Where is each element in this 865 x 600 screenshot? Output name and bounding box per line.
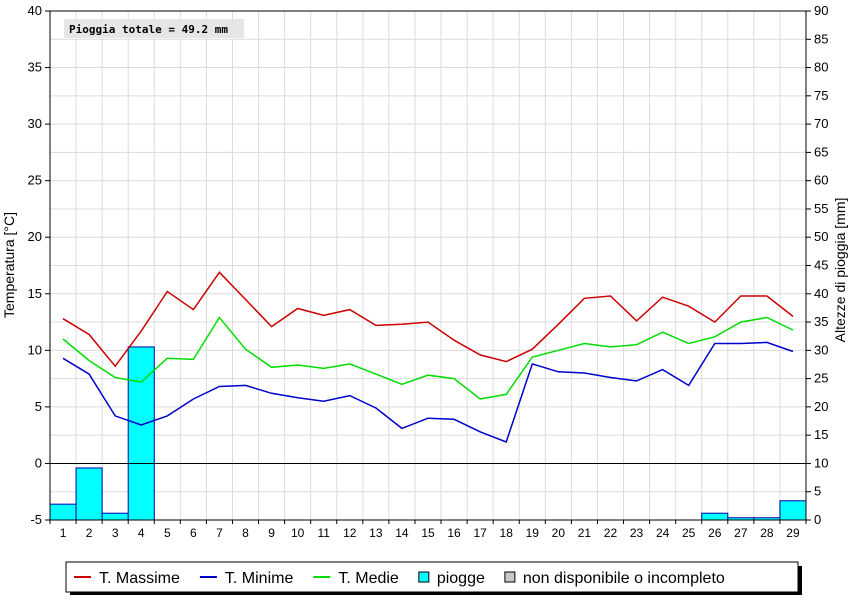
rain-bar bbox=[701, 512, 729, 521]
x-tick-label: 22 bbox=[604, 526, 618, 540]
x-tick-label: 2 bbox=[86, 526, 93, 540]
rain-bar bbox=[49, 503, 77, 521]
legend-swatch-piogge bbox=[418, 571, 430, 583]
right-tick-label: 5 bbox=[814, 484, 821, 499]
right-tick-label: 75 bbox=[814, 88, 828, 103]
y-axis-label-left: Temperatura [°C] bbox=[1, 212, 17, 318]
right-tick-label: 45 bbox=[814, 258, 828, 273]
left-tick-label: 30 bbox=[28, 116, 42, 131]
rain-bars bbox=[49, 346, 807, 521]
legend-label-t-medie: T. Medie bbox=[338, 570, 399, 587]
legend-label-piogge: piogge bbox=[437, 570, 485, 587]
right-tick-label: 90 bbox=[814, 3, 828, 18]
x-tick-label: 11 bbox=[317, 526, 330, 540]
right-tick-label: 30 bbox=[814, 342, 828, 357]
x-tick-label: 28 bbox=[760, 526, 774, 540]
left-tick-label: 40 bbox=[28, 3, 42, 18]
legend-label-t-massime: T. Massime bbox=[99, 570, 180, 587]
x-tick-label: 19 bbox=[526, 526, 540, 540]
x-axis-ticks: 1 2 3 4 5 6 7 8 9 10 11 12 13 14 15 16 17 18 19 20 21 22 23 24 2… bbox=[49, 520, 807, 540]
x-tick-label: 15 bbox=[421, 526, 435, 540]
left-tick-label: 5 bbox=[35, 399, 42, 414]
right-tick-label: 80 bbox=[814, 60, 828, 75]
left-tick-label: 25 bbox=[28, 173, 42, 188]
right-tick-label: 70 bbox=[814, 116, 828, 131]
legend-label-t-minime: T. Minime bbox=[225, 570, 294, 587]
left-tick-label: 10 bbox=[28, 342, 42, 357]
series-line-t-medie bbox=[62, 316, 794, 400]
series-line-t-minime bbox=[62, 341, 794, 443]
left-tick-label: 15 bbox=[28, 286, 42, 301]
x-tick-label: 1 bbox=[60, 526, 67, 540]
x-tick-label: 6 bbox=[190, 526, 197, 540]
x-tick-label: 24 bbox=[656, 526, 670, 540]
x-tick-label: 12 bbox=[343, 526, 357, 540]
x-tick-label: 4 bbox=[138, 526, 145, 540]
right-tick-label: 20 bbox=[814, 399, 828, 414]
right-tick-label: 35 bbox=[814, 314, 828, 329]
left-tick-label: 35 bbox=[28, 60, 42, 75]
right-tick-label: 0 bbox=[814, 512, 821, 527]
legend-swatch-non-disponibile-o-incompleto bbox=[504, 571, 516, 583]
right-tick-label: 65 bbox=[814, 144, 828, 159]
grid bbox=[49, 10, 807, 521]
x-tick-label: 27 bbox=[734, 526, 748, 540]
x-tick-label: 17 bbox=[473, 526, 487, 540]
legend-label-non-disponibile-o-incompleto: non disponibile o incompleto bbox=[523, 570, 725, 587]
right-tick-label: 40 bbox=[814, 286, 828, 301]
x-tick-label: 21 bbox=[578, 526, 592, 540]
right-tick-label: 10 bbox=[814, 455, 828, 470]
right-tick-label: 15 bbox=[814, 427, 828, 442]
x-tick-label: 25 bbox=[682, 526, 696, 540]
x-tick-label: 7 bbox=[216, 526, 223, 540]
right-tick-label: 50 bbox=[814, 229, 828, 244]
left-tick-label: 0 bbox=[35, 455, 42, 470]
x-tick-label: 8 bbox=[242, 526, 249, 540]
y-axis-label-right: Altezze di pioggia [mm] bbox=[832, 198, 848, 343]
x-tick-label: 13 bbox=[369, 526, 383, 540]
right-tick-label: 25 bbox=[814, 371, 828, 386]
x-tick-label: 18 bbox=[500, 526, 514, 540]
x-tick-label: 23 bbox=[630, 526, 644, 540]
legend: T. Massime T. Minime T. Medie piogge non dis… bbox=[65, 561, 802, 595]
x-tick-label: 3 bbox=[112, 526, 119, 540]
x-tick-label: 26 bbox=[708, 526, 722, 540]
rain-bar bbox=[127, 346, 155, 521]
right-tick-label: 60 bbox=[814, 173, 828, 188]
annotation-box: Pioggia totale = 49.2 mm bbox=[64, 19, 244, 38]
total-rain-annotation: Pioggia totale = 49.2 mm bbox=[69, 23, 228, 36]
x-tick-label: 9 bbox=[268, 526, 275, 540]
left-axis-ticks: -5 0 5 10 15 20 25 30 35 40 bbox=[28, 3, 50, 527]
series-line-t-massime bbox=[62, 271, 794, 368]
right-axis-ticks: 0 5 10 15 20 25 30 35 40 45 50 55 60 65 70 75 80 85 90 bbox=[806, 3, 828, 527]
x-tick-label: 10 bbox=[291, 526, 305, 540]
left-tick-label: 20 bbox=[28, 229, 42, 244]
rain-bar bbox=[101, 512, 129, 521]
right-tick-label: 85 bbox=[814, 31, 828, 46]
x-tick-label: 5 bbox=[164, 526, 171, 540]
left-tick-label: -5 bbox=[30, 512, 42, 527]
x-tick-label: 14 bbox=[395, 526, 409, 540]
right-tick-label: 55 bbox=[814, 201, 828, 216]
x-tick-label: 29 bbox=[786, 526, 800, 540]
x-tick-label: 20 bbox=[552, 526, 566, 540]
rain-bar bbox=[75, 467, 103, 521]
rain-bar bbox=[779, 500, 807, 521]
temperature-lines bbox=[62, 271, 794, 443]
x-tick-label: 16 bbox=[447, 526, 461, 540]
